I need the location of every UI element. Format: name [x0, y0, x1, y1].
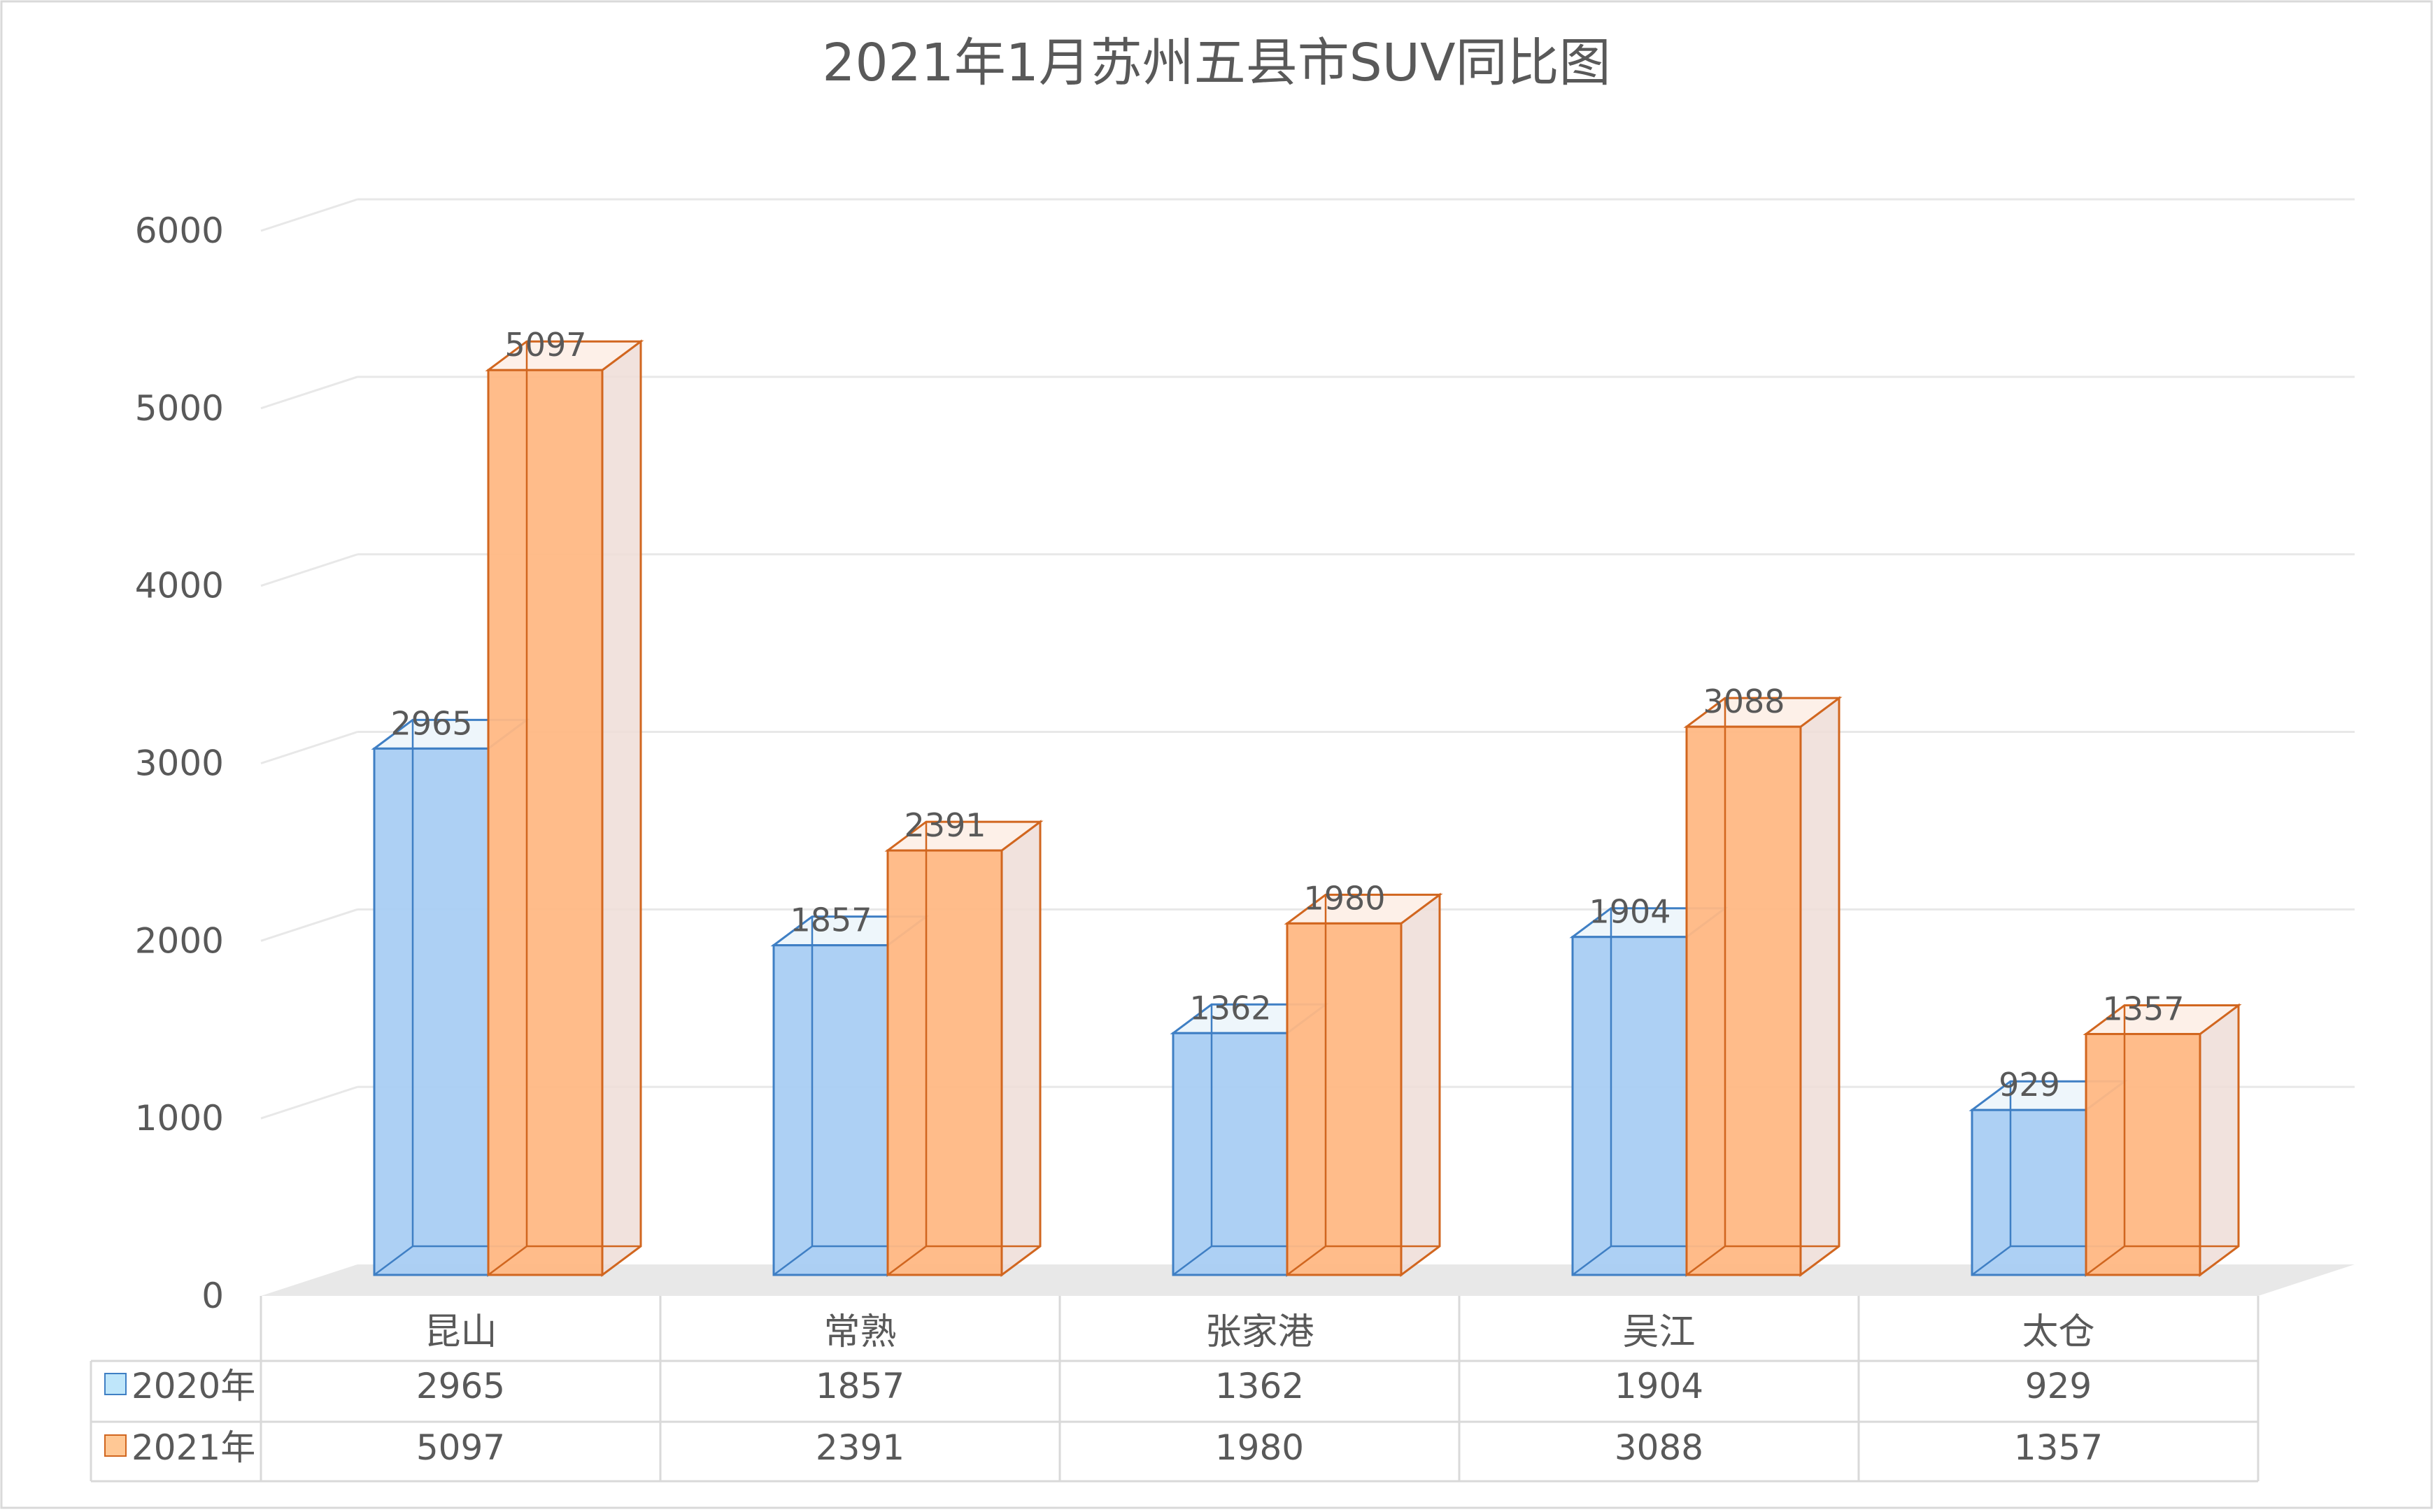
legend-label: 2021年 — [132, 1427, 255, 1468]
x-category-label: 张家港 — [1205, 1311, 1314, 1353]
table-cell: 2391 — [816, 1427, 905, 1468]
data-table: 昆山 常熟 张家港 吴江 太仓 2020年 2965 1857 1362 1904 929 2021年… — [90, 1296, 2260, 1483]
x-category-label: 昆山 — [424, 1311, 497, 1353]
data-label: 1357 — [2102, 990, 2184, 1028]
y-tick-label: 6000 — [135, 211, 224, 251]
table-cell: 1857 — [816, 1366, 905, 1406]
chart-walls — [260, 198, 2355, 1296]
bar-base-edge — [374, 1245, 413, 1276]
bar-front-face — [2085, 1033, 2201, 1276]
gridline-side — [260, 908, 358, 942]
data-label: 1362 — [1189, 989, 1271, 1027]
bar-base-edge — [773, 1245, 813, 1276]
data-label: 5097 — [504, 326, 586, 364]
bar-base-edge — [887, 1245, 927, 1276]
table-cell: 2965 — [416, 1366, 505, 1406]
bar-base-edge — [1686, 1245, 1726, 1276]
bar-2021 — [485, 339, 644, 1277]
table-cell: 5097 — [416, 1427, 505, 1468]
bar-side-face — [1799, 696, 1840, 1277]
chart-bars — [371, 339, 2242, 1277]
data-label: 3088 — [1703, 683, 1785, 720]
x-category-label: 常熟 — [823, 1311, 896, 1353]
bar-front-face — [1286, 922, 1403, 1276]
data-label: 1904 — [1589, 893, 1671, 931]
table-cell: 1980 — [1215, 1427, 1304, 1468]
y-tick-label: 3000 — [135, 743, 224, 784]
bar-2021 — [1683, 696, 1843, 1277]
bar-base-edge — [2085, 1245, 2125, 1276]
chart-title: 2021年1月苏州五县市SUV同比图 — [822, 33, 1610, 93]
bar-side-face — [601, 339, 642, 1277]
gridline-side — [260, 553, 358, 587]
table-cell: 1357 — [2014, 1427, 2103, 1468]
data-label: 2391 — [904, 806, 986, 844]
bar-front-face — [886, 849, 1003, 1276]
bar-2021 — [1284, 892, 1443, 1277]
bar-base-edge — [1971, 1245, 2011, 1276]
y-tick-label: 2000 — [135, 920, 224, 961]
table-cell: 929 — [2025, 1366, 2092, 1406]
bar-base-edge — [1572, 1245, 1612, 1276]
bar-front-face — [1971, 1108, 2087, 1276]
data-label: 2965 — [390, 704, 472, 742]
table-cell: 1362 — [1215, 1366, 1304, 1406]
gridline-side — [260, 376, 358, 410]
data-label: 929 — [1999, 1066, 2060, 1104]
y-axis-tick-labels: 0 1000 2000 3000 4000 5000 6000 — [135, 211, 224, 1316]
gridline-side — [260, 198, 358, 232]
data-label: 1980 — [1303, 879, 1385, 917]
bar-base-edge — [1286, 1245, 1326, 1276]
bar-side-face — [1000, 820, 1042, 1277]
y-tick-label: 5000 — [135, 388, 224, 429]
legend-label: 2020年 — [132, 1366, 255, 1406]
bar-base-edge — [1172, 1245, 1212, 1276]
legend-key — [104, 1373, 127, 1395]
bar-front-face — [1172, 1032, 1289, 1276]
y-tick-label: 0 — [201, 1276, 224, 1316]
bar-front-face — [1571, 936, 1688, 1276]
x-category-label: 太仓 — [2022, 1311, 2094, 1353]
legend-key — [104, 1434, 127, 1457]
y-tick-label: 4000 — [135, 566, 224, 606]
bar-front-face — [772, 944, 889, 1276]
gridline-side — [260, 731, 358, 764]
bar-front-face — [1685, 725, 1802, 1276]
bar-front-face — [373, 747, 490, 1276]
bar-front-face — [487, 369, 604, 1276]
bar-2021 — [884, 820, 1044, 1277]
table-cell: 3088 — [1615, 1427, 1703, 1468]
bar-side-face — [1400, 892, 1441, 1277]
data-label: 1857 — [790, 901, 872, 939]
x-category-label: 吴江 — [1622, 1311, 1695, 1353]
bar-2021 — [2083, 1003, 2242, 1277]
y-tick-label: 1000 — [135, 1098, 224, 1139]
table-cell: 1904 — [1615, 1366, 1703, 1406]
bar-side-face — [2199, 1003, 2240, 1277]
gridline-side — [260, 1085, 358, 1120]
data-labels: 2965 5097 1857 2391 1362 1980 1904 3088 929 1357 — [390, 326, 2184, 1104]
bar-base-edge — [488, 1245, 527, 1276]
